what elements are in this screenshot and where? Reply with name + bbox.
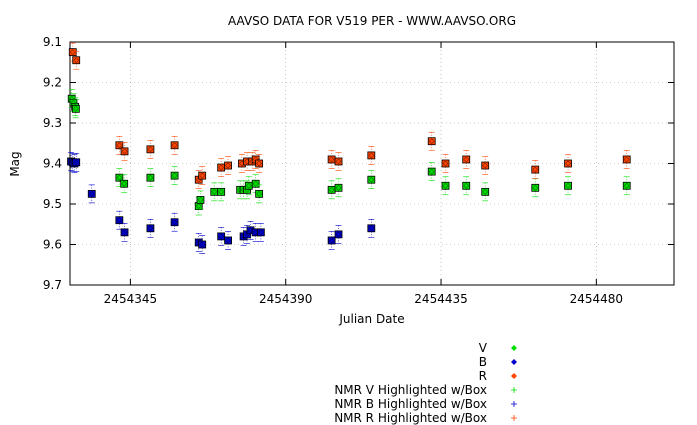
data-point-R [481, 156, 490, 175]
legend-label: NMR V Highlighted w/Box [334, 383, 487, 397]
legend-label: NMR R Highlighted w/Box [334, 411, 487, 425]
y-tick-label: 9.6 [43, 238, 62, 252]
grid-lines [70, 42, 674, 285]
data-point-R [120, 142, 129, 161]
legend-plus-marker [511, 415, 517, 421]
data-point-B [334, 225, 343, 244]
axis-ticks: 9.1 9.2 9.3 9.4 9.5 9.6 9.7 2454345 2454390 24544… [43, 35, 674, 306]
legend-diamond-marker [511, 345, 517, 351]
data-point-R [462, 150, 471, 169]
data-point-B [367, 219, 376, 238]
data-point-B [327, 231, 336, 250]
data-point-V [427, 162, 436, 181]
y-axis-label: Mag [8, 151, 22, 176]
data-point-R [531, 160, 540, 179]
x-axis-label: Julian Date [338, 312, 404, 326]
data-point-R [198, 166, 207, 185]
y-tick-label: 9.1 [43, 35, 62, 49]
data-point-R [327, 150, 336, 169]
data-point-V [622, 176, 631, 196]
data-point-B [217, 227, 226, 246]
legend-plus-marker [511, 387, 517, 393]
data-point-R [170, 135, 179, 155]
y-tick-label: 9.7 [43, 278, 62, 292]
data-points [67, 42, 631, 254]
data-point-V [531, 178, 540, 198]
data-point-V [334, 178, 343, 198]
y-tick-label: 9.3 [43, 116, 62, 130]
data-point-V [251, 174, 260, 194]
data-point-B [256, 223, 265, 242]
data-point-V [244, 176, 253, 196]
legend-label: B [479, 355, 487, 369]
data-point-R [334, 152, 343, 171]
data-point-R [564, 154, 572, 173]
data-point-R [367, 146, 376, 165]
data-point-V [170, 166, 179, 185]
x-tick-label: 2454435 [414, 292, 467, 306]
legend-label: V [479, 341, 488, 355]
legend-diamond-marker [511, 373, 517, 379]
data-point-R [622, 150, 631, 169]
data-point-B [120, 223, 129, 242]
data-point-R [441, 154, 450, 173]
x-tick-label: 2454345 [104, 292, 157, 306]
data-point-R [217, 158, 226, 177]
data-point-V [71, 99, 80, 119]
data-point-R [255, 154, 264, 173]
data-point-V [441, 176, 450, 196]
chart-title: AAVSO DATA FOR V519 PER - WWW.AAVSO.ORG [228, 14, 516, 28]
data-point-V [115, 168, 124, 187]
y-tick-label: 9.5 [43, 197, 62, 211]
data-point-R [427, 131, 436, 151]
data-point-V [462, 176, 471, 196]
data-point-V [255, 184, 264, 204]
data-point-V [481, 182, 490, 202]
data-point-R [146, 140, 155, 159]
plot-frame [69, 41, 675, 286]
data-point-B [115, 210, 124, 230]
legend-plus-marker [511, 401, 517, 407]
data-point-V [564, 176, 572, 196]
legend-label: NMR B Highlighted w/Box [334, 397, 487, 411]
legend-label: R [479, 369, 487, 383]
data-point-B [72, 152, 81, 172]
x-tick-label: 2454480 [570, 292, 623, 306]
data-point-B [170, 212, 179, 232]
data-point-B [198, 235, 207, 254]
y-tick-label: 9.4 [43, 157, 62, 171]
data-point-V [146, 168, 155, 187]
data-point-V [217, 182, 226, 202]
data-point-R [72, 50, 81, 70]
data-point-V [196, 190, 205, 210]
data-point-V [327, 180, 336, 200]
x-tick-label: 2454390 [259, 292, 312, 306]
y-tick-label: 9.2 [43, 76, 62, 90]
data-point-V [120, 174, 129, 194]
data-point-B [87, 184, 96, 204]
data-point-B [146, 219, 155, 238]
data-point-B [224, 231, 232, 250]
data-point-V [210, 182, 219, 202]
legend-diamond-marker [511, 359, 517, 365]
data-point-V [367, 170, 376, 189]
data-point-R [224, 156, 232, 175]
